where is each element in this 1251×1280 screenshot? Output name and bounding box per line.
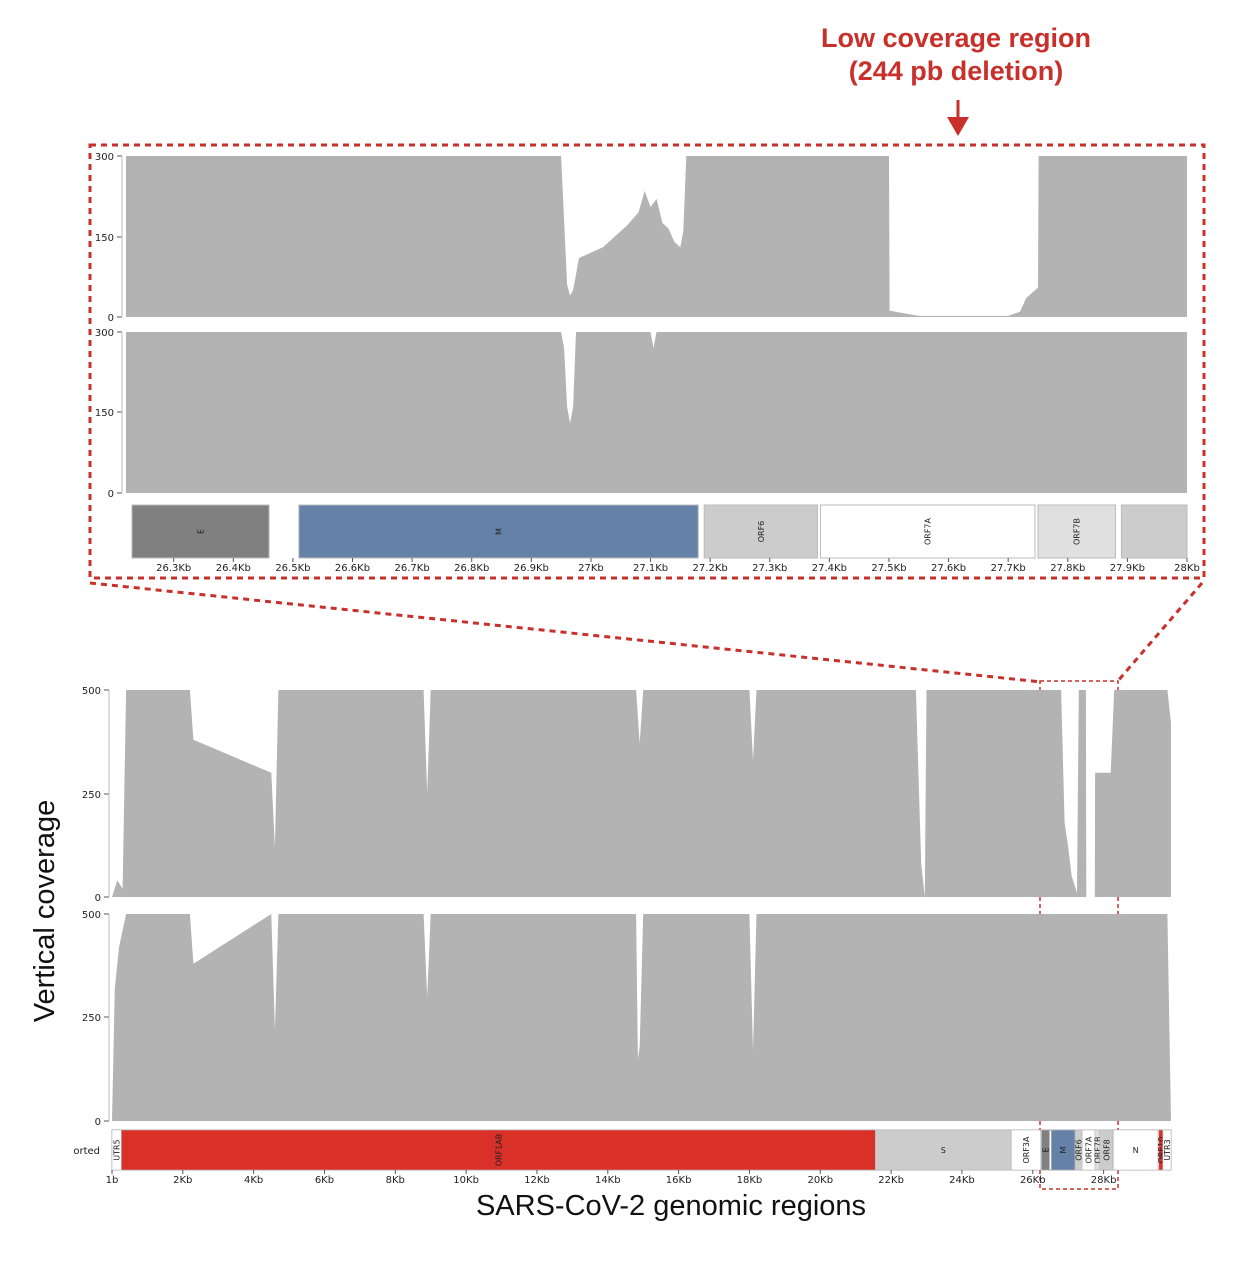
y-tick-label-A: 250 (82, 790, 101, 801)
genome-gene-orf8 (1099, 1129, 1114, 1171)
genome-x-tick-label: 4Kb (244, 1175, 263, 1186)
zoom-x-tick-label: 26.8Kb (454, 563, 489, 574)
genome-x-tick-label: 20Kb (807, 1175, 833, 1186)
zoom-x-tick-label: 27.2Kb (693, 563, 728, 574)
zoom-x-tick-label: 27.5Kb (871, 563, 906, 574)
zoom-x-tick-label: 28Kb (1174, 563, 1200, 574)
genome-x-tick-label: 8Kb (386, 1175, 405, 1186)
y-tick-label-zoom-bottom: 150 (95, 408, 114, 419)
genome-x-tick-label: 10Kb (453, 1175, 479, 1186)
genome-x-tick-label: 16Kb (666, 1175, 692, 1186)
zoom-gene-label: ORF6 (757, 521, 766, 543)
genome-gene-e (1041, 1129, 1050, 1171)
genome-gene-label: UTR3 (1163, 1139, 1172, 1160)
zoom-gene-label: E (197, 529, 206, 534)
annotation-arrow (947, 100, 969, 136)
genome-gene-label: E (1041, 1147, 1050, 1152)
zoom-gene-label: M (495, 528, 504, 535)
genome-x-tick-label: 22Kb (878, 1175, 904, 1186)
genome-gene-label: ORF10 (1157, 1137, 1166, 1164)
coverage-area-zoom-bottom (126, 332, 1187, 493)
zoom-x-tick-label: 26.7Kb (395, 563, 430, 574)
zoom-x-tick-label: 26.6Kb (335, 563, 370, 574)
zoom-gene-e (131, 504, 270, 559)
zoom-gene-orf7a (819, 504, 1036, 559)
y-tick-label-A: 500 (82, 686, 101, 697)
genome-gene-label: UTR5 (113, 1139, 122, 1160)
y-tick-label-A: 0 (95, 893, 101, 904)
y-tick-label-B: 0 (95, 1117, 101, 1128)
genome-gene-m (1050, 1129, 1076, 1171)
genome-gene-orf3a (1010, 1129, 1041, 1171)
zoom-connector-left (89, 581, 1043, 684)
zoom-x-tick-label: 27.4Kb (812, 563, 847, 574)
genome-x-tick-label: 28Kb (1091, 1175, 1117, 1186)
genome-gene-label: ORF3A (1022, 1136, 1031, 1164)
genome-gene-n (1113, 1129, 1159, 1171)
y-tick-label-zoom-top: 300 (95, 152, 114, 163)
y-tick-label-zoom-top: 0 (108, 313, 114, 324)
genome-x-tick-label: 18Kb (737, 1175, 763, 1186)
zoom-x-tick-label: 27.9Kb (1110, 563, 1145, 574)
zoom-frame (88, 143, 1206, 580)
y-tick-label-zoom-top: 150 (95, 233, 114, 244)
genome-gene-label: M (1059, 1146, 1068, 1153)
genome-x-tick-label: 14Kb (595, 1175, 621, 1186)
zoom-gene-orf7b (1037, 504, 1116, 559)
zoom-gene-m (298, 504, 699, 559)
genome-gene-utr3 (1162, 1129, 1172, 1171)
genome-gene-s (875, 1129, 1012, 1171)
zoom-gene-label: ORF7A (924, 517, 933, 545)
annotation-line-1: Low coverage region (821, 23, 1091, 53)
zoom-x-tick-label: 27.7Kb (991, 563, 1026, 574)
zoom-gene-unlabeled (1120, 504, 1188, 559)
x-axis-title: SARS-CoV-2 genomic regions (476, 1190, 866, 1222)
zoom-x-tick-label: 27.8Kb (1050, 563, 1085, 574)
genome-x-tick-label: 24Kb (949, 1175, 975, 1186)
genome-gene-label: S (941, 1146, 946, 1155)
zoom-connector-right (1115, 582, 1204, 683)
zoom-x-tick-label: 27.1Kb (633, 563, 668, 574)
genome-x-tick-label: 26Kb (1020, 1175, 1046, 1186)
zoom-gene-label: ORF7B (1073, 518, 1082, 545)
coverage-area-B (112, 914, 1171, 1121)
genome-x-tick-label: 12Kb (524, 1175, 550, 1186)
genome-x-tick-label: 6Kb (315, 1175, 334, 1186)
zoom-gene-orf6 (703, 504, 818, 559)
genome-gene-label: ORF7B (1093, 1136, 1102, 1163)
gene-track-label: orted (73, 1146, 100, 1157)
y-tick-label-zoom-bottom: 300 (95, 328, 114, 339)
coverage-area-zoom-top (126, 156, 1187, 317)
genome-gene-label: ORF6 (1075, 1139, 1084, 1161)
zoom-x-tick-label: 27.3Kb (752, 563, 787, 574)
y-tick-label-zoom-bottom: 0 (108, 489, 114, 500)
zoom-x-tick-label: 26.9Kb (514, 563, 549, 574)
genome-gene-label: ORF1AB (494, 1134, 503, 1167)
genome-x-tick-label: 2Kb (173, 1175, 192, 1186)
zoom-x-tick-label: 26.3Kb (156, 563, 191, 574)
y-tick-label-B: 250 (82, 1013, 101, 1024)
zoom-x-tick-label: 27.6Kb (931, 563, 966, 574)
genome-gene-label: N (1133, 1146, 1139, 1155)
zoom-x-tick-label: 27Kb (578, 563, 604, 574)
genome-x-tick-label: 1b (106, 1175, 119, 1186)
genome-gene-label: ORF7A (1085, 1136, 1094, 1164)
coverage-area-A (112, 690, 1171, 897)
genome-gene-orf1ab (121, 1129, 876, 1171)
annotation-line-2: (244 pb deletion) (849, 56, 1064, 86)
genome-gene-label: ORF8 (1102, 1139, 1111, 1161)
zoom-x-tick-label: 26.4Kb (216, 563, 251, 574)
y-tick-label-B: 500 (82, 910, 101, 921)
zoom-x-tick-label: 26.5Kb (275, 563, 310, 574)
y-axis-title: Vertical coverage (29, 800, 61, 1022)
